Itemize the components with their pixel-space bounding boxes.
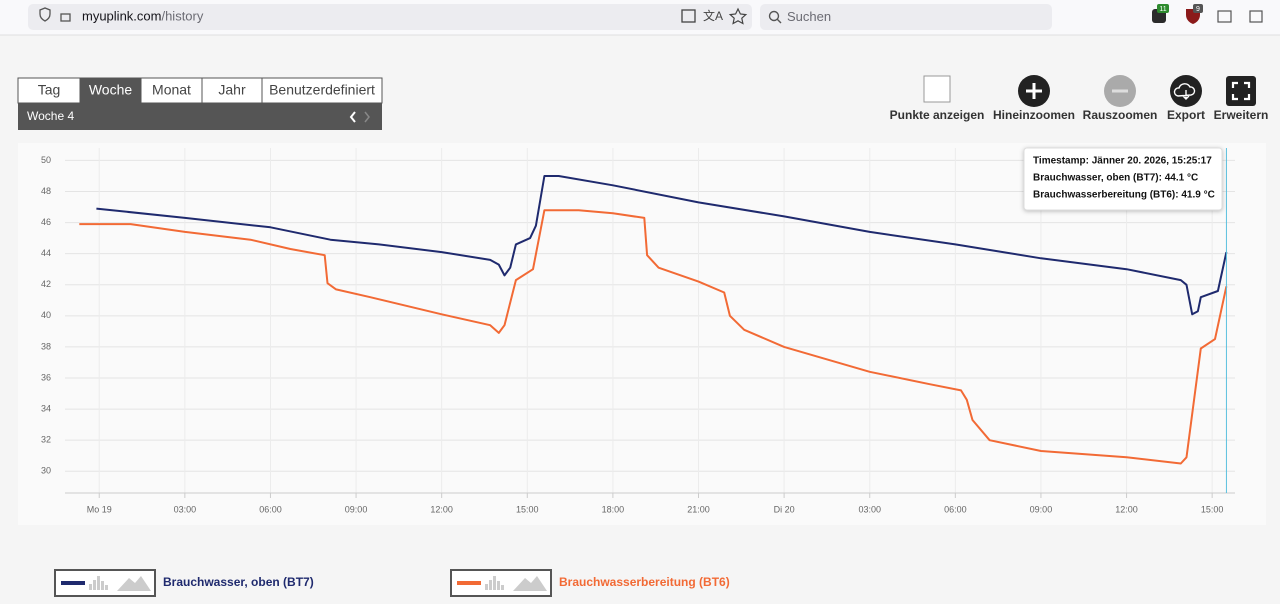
search-field[interactable] <box>760 4 1052 30</box>
tab-label: Monat <box>152 82 191 98</box>
button-label: Export <box>1167 108 1205 122</box>
x-tick-label: 03:00 <box>174 504 197 514</box>
tab-label: Tag <box>38 82 61 98</box>
x-tick-label: Di 20 <box>774 504 795 514</box>
legend-item[interactable]: Brauchwasser, oben (BT7) <box>54 569 314 597</box>
library-icon[interactable] <box>1249 10 1263 23</box>
legend-bar-icon <box>105 585 108 590</box>
toolbar-button[interactable]: Export <box>1167 75 1205 122</box>
y-tick-label: 32 <box>41 435 51 445</box>
y-tick-label: 38 <box>41 341 51 351</box>
y-tick-label: 40 <box>41 310 51 320</box>
x-tick-label: Mo 19 <box>87 504 112 514</box>
x-tick-label: 12:00 <box>1115 504 1138 514</box>
bookmark-icon[interactable] <box>728 7 748 25</box>
series-line <box>79 209 1228 465</box>
tab[interactable] <box>261 77 383 104</box>
legend-item[interactable]: Brauchwasserbereitung (BT6) <box>450 569 730 597</box>
search-icon <box>768 10 780 22</box>
legend-bar-icon <box>489 580 492 590</box>
y-tick-label: 46 <box>41 217 51 227</box>
shield-icon <box>39 7 51 22</box>
y-tick-label: 50 <box>41 155 51 165</box>
x-tick-label: 06:00 <box>944 504 967 514</box>
tooltip-line: Timestamp: Jänner 20. 2026, 15:25:17 <box>1033 156 1212 167</box>
lock-icon <box>60 13 71 22</box>
plus <box>1026 83 1042 99</box>
expand-icon[interactable] <box>1226 76 1256 106</box>
period-bar <box>18 103 382 130</box>
y-tick-label: 36 <box>41 372 51 382</box>
x-tick-label: 09:00 <box>1030 504 1053 514</box>
x-tick-label: 09:00 <box>345 504 368 514</box>
tab-label: Jahr <box>218 82 246 98</box>
button-label: Erweitern <box>1214 108 1269 122</box>
legend-area-icon <box>513 576 547 591</box>
legend-bar-icon <box>101 581 104 590</box>
url: myuplink.com/history <box>82 9 204 24</box>
x-tick-label: 06:00 <box>259 504 282 514</box>
toolbar-button[interactable]: Hineinzoomen <box>993 75 1075 122</box>
legend-bar-icon <box>501 585 504 590</box>
toolbar-button[interactable]: Rauszoomen <box>1083 75 1158 122</box>
x-tick-label: 15:00 <box>516 504 539 514</box>
points-toggle[interactable] <box>923 75 951 103</box>
tooltip-box <box>1023 147 1223 211</box>
legend-area-icon <box>117 576 151 591</box>
y-tick-label: 30 <box>41 466 51 476</box>
tooltip-line: Brauchwasserbereitung (BT6): 41.9 °C <box>1033 190 1215 201</box>
legend-label: Brauchwasserbereitung (BT6) <box>559 575 730 589</box>
sidebar-icon[interactable] <box>1217 10 1232 23</box>
corners <box>1231 81 1251 101</box>
badge-count: 9 <box>1196 6 1200 13</box>
x-tick-label: 03:00 <box>858 504 881 514</box>
x-tick-label: 12:00 <box>430 504 453 514</box>
translate-icon[interactable]: 文A <box>703 8 723 23</box>
legend-bar-icon <box>89 584 92 590</box>
search-icon <box>776 18 782 24</box>
tab-label: Benutzerdefiniert <box>269 82 375 98</box>
button-label: Punkte anzeigen <box>890 108 985 122</box>
tab-label: Woche <box>89 82 133 98</box>
legend-bar-icon <box>93 580 96 590</box>
legend-bar-icon <box>97 576 100 590</box>
download-icon[interactable] <box>681 9 696 23</box>
period-label: Woche 4 <box>27 109 74 123</box>
y-tick-label: 44 <box>41 248 51 258</box>
series-line <box>96 175 1228 316</box>
next-button[interactable] <box>364 111 370 123</box>
tooltip: Timestamp: Jänner 20. 2026, 15:25:17 Brau… <box>1023 147 1223 211</box>
tooltip-line: Brauchwasser, oben (BT7): 44.1 °C <box>1033 173 1198 184</box>
toolbar-button[interactable]: Erweitern <box>1214 76 1269 122</box>
extension-badge <box>1193 4 1203 13</box>
y-tick-label: 48 <box>41 186 51 196</box>
cloud <box>1173 83 1196 100</box>
x-tick-label: 15:00 <box>1201 504 1224 514</box>
extension-badge <box>1157 4 1169 13</box>
y-tick-label: 34 <box>41 403 51 413</box>
y-tick-label: 42 <box>41 279 51 289</box>
prev-button[interactable] <box>349 111 356 123</box>
badge-count: 11 <box>1159 6 1166 13</box>
button-label: Hineinzoomen <box>993 108 1075 122</box>
tab[interactable] <box>17 77 81 104</box>
toolbar-button[interactable]: Punkte anzeigen <box>890 75 985 122</box>
search-placeholder: Suchen <box>787 9 831 24</box>
legend-label: Brauchwasser, oben (BT7) <box>163 575 314 589</box>
tab[interactable] <box>140 77 203 104</box>
legend-bar-icon <box>485 584 488 590</box>
x-tick-label: 18:00 <box>602 504 625 514</box>
x-tick-label: 21:00 <box>687 504 710 514</box>
legend-bar-icon <box>493 576 496 590</box>
button-label: Rauszoomen <box>1083 108 1158 122</box>
url-field[interactable] <box>28 4 752 30</box>
legend-bar-icon <box>497 581 500 590</box>
